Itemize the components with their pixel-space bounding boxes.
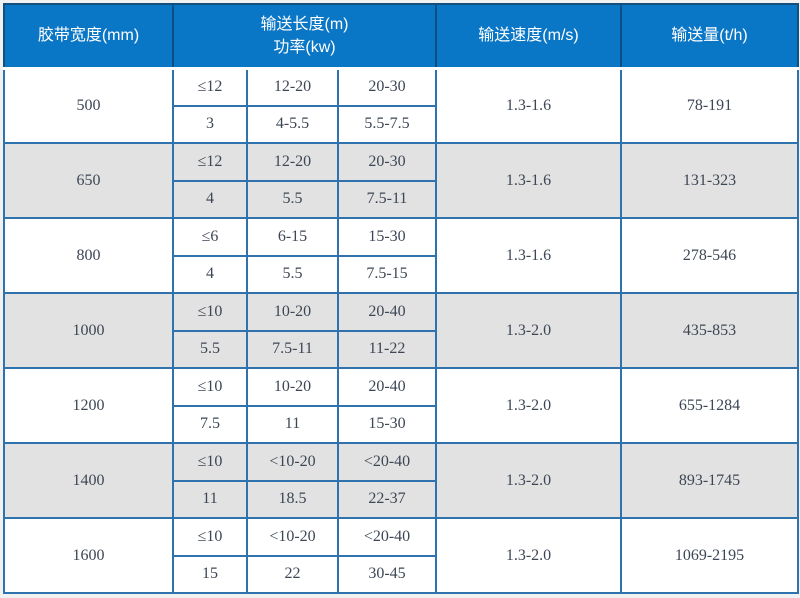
- cell-length: ≤12: [172, 142, 248, 182]
- cell-power: 3: [172, 104, 248, 144]
- cell-speed: 1.3-2.0: [435, 517, 622, 594]
- cell-power: 7.5-11: [246, 329, 339, 369]
- cell-length: 15-30: [337, 217, 437, 257]
- cell-power: 4: [172, 254, 248, 294]
- cell-length: 12-20: [246, 142, 339, 182]
- cell-length: 12-20: [246, 67, 339, 107]
- cell-length: ≤12: [172, 67, 248, 107]
- cell-length: 20-40: [337, 292, 437, 332]
- header-power-line: 功率(kw): [273, 38, 336, 56]
- spec-table: 胶带宽度(mm) 输送长度(m) 功率(kw) 输送速度(m/s) 输送量(t/…: [3, 3, 799, 594]
- cell-length: <20-40: [337, 442, 437, 482]
- cell-belt-width: 1200: [3, 367, 174, 444]
- table-row: 5.5 7.5-11 11-22: [4, 329, 798, 369]
- cell-length: <10-20: [246, 517, 339, 557]
- cell-power: 22: [246, 554, 339, 594]
- cell-power: 5.5: [246, 254, 339, 294]
- cell-belt-width: 650: [3, 142, 174, 219]
- cell-speed: 1.3-2.0: [435, 292, 622, 369]
- cell-power: 15: [172, 554, 248, 594]
- cell-length: 20-30: [337, 142, 437, 182]
- cell-length: <10-20: [246, 442, 339, 482]
- cell-belt-width: 1400: [3, 442, 174, 519]
- table-row: 1000 ≤10 10-20 20-40 1.3-2.0 435-853: [3, 292, 799, 369]
- header-capacity: 输送量(t/h): [620, 3, 799, 70]
- table-row: 800 ≤6 6-15 15-30 1.3-1.6 278-546: [3, 217, 799, 294]
- cell-capacity: 78-191: [620, 67, 799, 144]
- cell-capacity: 893-1745: [620, 442, 799, 519]
- cell-power: 15-30: [337, 404, 437, 444]
- cell-belt-width: 800: [3, 217, 174, 294]
- cell-power: 5.5: [172, 329, 248, 369]
- table-row: 4 5.5 7.5-11: [4, 179, 798, 219]
- cell-length: <20-40: [337, 517, 437, 557]
- cell-length: ≤6: [172, 217, 248, 257]
- cell-length: ≤10: [172, 367, 248, 407]
- cell-power: 11: [246, 404, 339, 444]
- cell-capacity: 435-853: [620, 292, 799, 369]
- table-body: 500 ≤12 12-20 20-30 1.3-1.6 78-191 3 4-5…: [3, 67, 799, 594]
- cell-capacity: 655-1284: [620, 367, 799, 444]
- cell-power: 30-45: [337, 554, 437, 594]
- header-speed: 输送速度(m/s): [435, 3, 622, 70]
- cell-capacity: 278-546: [620, 217, 799, 294]
- table-row: 1200 ≤10 10-20 20-40 1.3-2.0 655-1284: [3, 367, 799, 444]
- cell-length: 20-40: [337, 367, 437, 407]
- table-header: 胶带宽度(mm) 输送长度(m) 功率(kw) 输送速度(m/s) 输送量(t/…: [3, 3, 799, 70]
- table-row: 500 ≤12 12-20 20-30 1.3-1.6 78-191: [3, 67, 799, 144]
- table-row: 15 22 30-45: [4, 554, 798, 594]
- cell-power: 4: [172, 179, 248, 219]
- cell-power: 11: [172, 479, 248, 519]
- cell-belt-width: 1600: [3, 517, 174, 594]
- cell-power: 11-22: [337, 329, 437, 369]
- cell-power: 5.5: [246, 179, 339, 219]
- cell-speed: 1.3-1.6: [435, 67, 622, 144]
- table-row: 11 18.5 22-37: [4, 479, 798, 519]
- cell-length: ≤10: [172, 292, 248, 332]
- table-row: 4 5.5 7.5-15: [4, 254, 798, 294]
- cell-length: ≤10: [172, 517, 248, 557]
- cell-capacity: 131-323: [620, 142, 799, 219]
- cell-belt-width: 1000: [3, 292, 174, 369]
- cell-speed: 1.3-2.0: [435, 367, 622, 444]
- cell-power: 7.5-11: [337, 179, 437, 219]
- cell-power: 18.5: [246, 479, 339, 519]
- cell-power: 7.5-15: [337, 254, 437, 294]
- cell-length: 6-15: [246, 217, 339, 257]
- cell-length: 10-20: [246, 367, 339, 407]
- cell-power: 22-37: [337, 479, 437, 519]
- cell-speed: 1.3-1.6: [435, 142, 622, 219]
- cell-power: 4-5.5: [246, 104, 339, 144]
- header-length-power: 输送长度(m) 功率(kw): [172, 3, 437, 70]
- cell-power: 5.5-7.5: [337, 104, 437, 144]
- cell-length: 10-20: [246, 292, 339, 332]
- cell-length: ≤10: [172, 442, 248, 482]
- cell-length: 20-30: [337, 67, 437, 107]
- cell-belt-width: 500: [3, 67, 174, 144]
- table-row: 650 ≤12 12-20 20-30 1.3-1.6 131-323: [3, 142, 799, 219]
- header-belt-width: 胶带宽度(mm): [3, 3, 174, 70]
- table-row: 1600 ≤10 <10-20 <20-40 1.3-2.0 1069-2195: [3, 517, 799, 594]
- table-row: 1400 ≤10 <10-20 <20-40 1.3-2.0 893-1745: [3, 442, 799, 519]
- header-length-line: 输送长度(m): [260, 15, 349, 33]
- table-row: 7.5 11 15-30: [4, 404, 798, 444]
- cell-power: 7.5: [172, 404, 248, 444]
- cell-speed: 1.3-2.0: [435, 442, 622, 519]
- cell-speed: 1.3-1.6: [435, 217, 622, 294]
- cell-capacity: 1069-2195: [620, 517, 799, 594]
- table-row: 3 4-5.5 5.5-7.5: [4, 104, 798, 144]
